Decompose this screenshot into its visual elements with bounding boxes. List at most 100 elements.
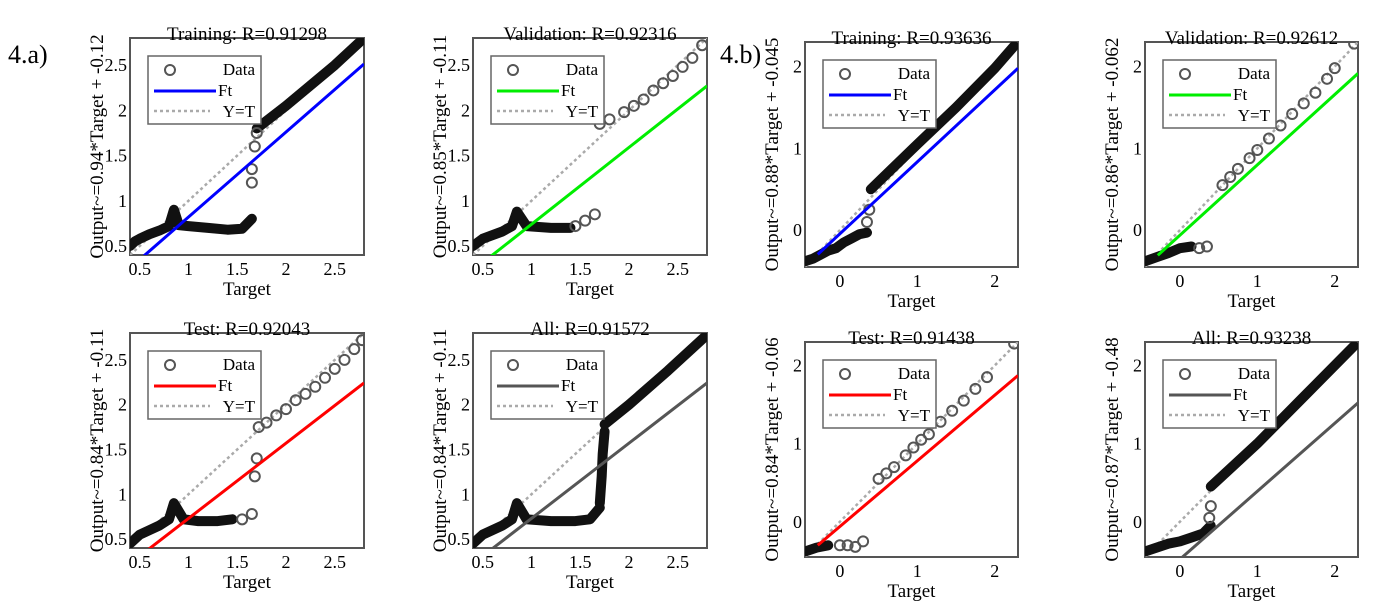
chart-a-training: 0.5 1 1.5 2 2.5 0.5 1 1.5 2 2.5 Training: R=0.9129… (87, 24, 365, 300)
data-cluster-0 (130, 204, 257, 251)
legend: Data Ft Y=T (147, 55, 262, 125)
legend-fit-label: Ft (218, 376, 232, 395)
panel-label-a: 4.a) (8, 40, 48, 69)
y-axis-label: Output~=0.94*Target + -0.12 (87, 34, 108, 258)
fit-line (490, 84, 707, 255)
fit-line (816, 374, 1018, 547)
x-axis-label: Target (223, 572, 272, 593)
data-cluster-0 (130, 498, 238, 548)
legend-data-marker (839, 368, 851, 380)
data-point (1251, 144, 1264, 156)
y-tick-label: 1.5 (448, 146, 471, 166)
chart-title: Validation: R=0.92612 (1165, 28, 1338, 49)
data-point (907, 441, 920, 454)
legend-data-label: Data (566, 60, 599, 79)
data-point (1216, 179, 1229, 192)
data-cluster-2 (599, 333, 707, 430)
x-tick-label: 0 (835, 561, 844, 581)
data-cluster-1 (251, 38, 364, 134)
x-tick-label: 1 (1253, 561, 1262, 581)
data-point (1328, 62, 1341, 75)
data-point (309, 380, 322, 393)
x-tick-label: 0 (835, 271, 844, 291)
legend-fit-label: Ft (218, 81, 232, 100)
fit-line (147, 381, 364, 548)
data-point (248, 140, 261, 153)
legend: Data Ft Y=T (822, 59, 937, 129)
y-tick-label: 2.5 (448, 55, 471, 75)
data-point (1262, 132, 1275, 145)
fit-line (490, 381, 707, 548)
data-point (579, 214, 592, 227)
fit-line (143, 62, 364, 255)
chart-b-training: 0 1 2 0 1 2 Training: R=0.93636 Target Output~=0… (762, 28, 1019, 312)
x-tick-label: 2 (990, 561, 999, 581)
y-tick-label: 1.5 (105, 146, 128, 166)
legend: Data Ft Y=T (1162, 59, 1277, 129)
y-tick-label: 1 (461, 191, 470, 211)
data-point (1231, 162, 1244, 175)
data-point (981, 371, 994, 384)
identity-line (130, 333, 364, 548)
legend-yt-label: Y=T (898, 406, 931, 425)
x-tick-label: 2 (1330, 561, 1339, 581)
y-tick-label: 0 (1133, 512, 1142, 532)
y-tick-label: 1 (1133, 138, 1142, 158)
x-axis-label: Target (888, 581, 937, 602)
data-point (1008, 342, 1018, 350)
y-tick-label: 1 (793, 434, 802, 454)
x-tick-label: 2.5 (667, 259, 690, 279)
data-point (289, 394, 302, 407)
data-point (880, 467, 893, 480)
legend: Data Ft Y=T (490, 350, 605, 420)
fit-line (1156, 72, 1358, 257)
y-tick-label: 0 (1133, 220, 1142, 240)
y-axis-label: Output~=0.85*Target + -0.11 (430, 35, 451, 259)
fit-line (1180, 401, 1358, 557)
y-tick-label: 1 (1133, 434, 1142, 454)
data-point (270, 409, 283, 422)
x-axis-label: Target (566, 279, 615, 300)
fit-line (816, 67, 1018, 256)
data-point (1243, 152, 1256, 165)
legend-data-marker (1179, 68, 1191, 80)
data-point (849, 540, 862, 553)
legend-data-marker (164, 64, 176, 76)
data-point (245, 176, 258, 189)
data-point (888, 461, 901, 474)
x-tick-label: 2 (625, 259, 634, 279)
data-point (1297, 97, 1310, 110)
y-tick-label: 2 (118, 100, 127, 120)
data-point (1200, 240, 1213, 253)
data-point (248, 470, 261, 483)
chart-title: Training: R=0.91298 (167, 24, 327, 45)
chart-a-all: 0.5 1 1.5 2 2.5 0.5 1 1.5 2 2.5 All: R=0.91572 Targ… (430, 319, 708, 593)
x-tick-label: 0 (1175, 271, 1184, 291)
x-tick-label: 2.5 (667, 552, 690, 572)
data-point (657, 77, 670, 90)
legend-data-label: Data (1238, 364, 1271, 383)
data-point (280, 403, 292, 416)
y-tick-label: 1 (461, 484, 470, 504)
legend: Data Ft Y=T (1162, 359, 1277, 429)
y-tick-label: 0 (793, 220, 802, 240)
chart-title: Test: R=0.92043 (184, 319, 311, 340)
chart-title: Test: R=0.91438 (848, 328, 975, 349)
y-tick-label: 1 (793, 138, 802, 158)
legend-yt-label: Y=T (566, 397, 599, 416)
data-point (569, 220, 582, 233)
data-point (250, 452, 263, 465)
data-point (686, 51, 699, 64)
data-point (1193, 242, 1206, 255)
chart-b-test: 0 1 2 0 1 2 Test: R=0.91438 Target Output~=0.84*… (762, 328, 1019, 602)
x-tick-label: 1 (184, 552, 193, 572)
y-tick-label: 1.5 (105, 439, 128, 459)
y-axis-label: Output~=0.84*Target + -0.11 (87, 329, 108, 553)
legend-data-label: Data (223, 60, 256, 79)
x-tick-label: 0.5 (472, 259, 495, 279)
y-tick-label: 0.5 (105, 529, 128, 549)
x-axis-label: Target (566, 572, 615, 593)
x-tick-label: 1 (527, 552, 536, 572)
data-point (833, 539, 846, 552)
x-tick-label: 1 (527, 259, 536, 279)
